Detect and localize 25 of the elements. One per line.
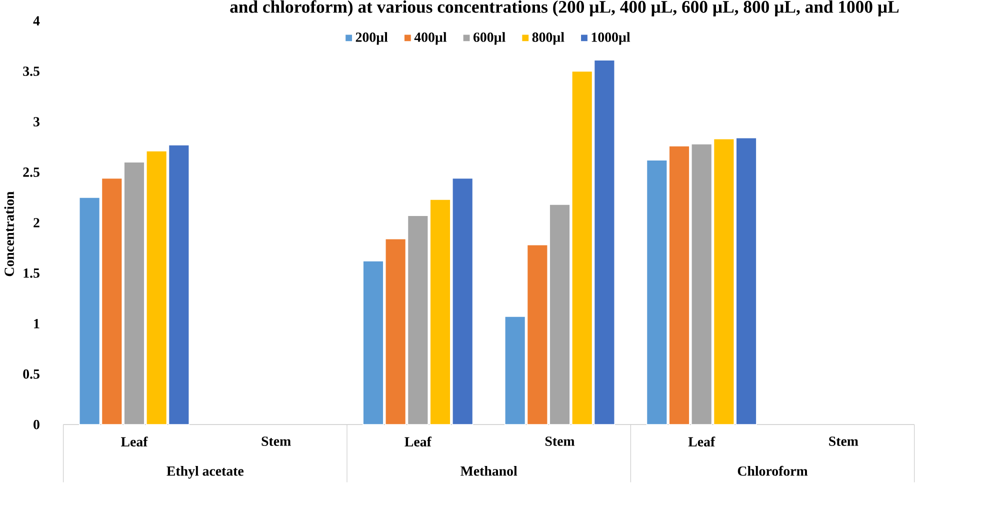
y-axis-title: Concentration [4,192,14,276]
x-tick-label: Leaf [688,436,716,447]
x-tick-label: Leaf [404,436,432,447]
legend-label: 1000µl [592,32,630,45]
legend-label: 400µl [414,32,447,45]
y-tick-label: 1.5 [24,268,40,278]
chart-title: and chloroform) at various concentrations (200 µL, 400 µL, 600 µL, 800 µL, and 1000 µL [230,0,899,17]
x-tick-label: Stem [829,436,858,446]
y-tick-label: 0 [34,420,40,430]
x-tick-label: Leaf [121,436,148,447]
y-tick-label: 1 [34,319,40,328]
legend-label: 800µl [532,32,564,45]
x-tick-label: Stem [545,436,575,446]
text: Ethyl acetate [166,466,244,479]
y-tick-label: 2 [34,218,40,228]
y-tick-label: 3 [34,117,40,127]
text: Methanol [460,466,518,476]
y-tick-label: 3.5 [23,66,40,76]
y-tick-label: 2.5 [23,168,40,178]
legend-label: 600µl [473,32,506,45]
y-tick-label: 0.5 [23,370,40,380]
y-tick-label: 4 [33,16,40,26]
x-tick-label: Stem [262,436,291,446]
text: Chloroform [738,466,808,476]
legend-label: 200µl [356,32,388,45]
